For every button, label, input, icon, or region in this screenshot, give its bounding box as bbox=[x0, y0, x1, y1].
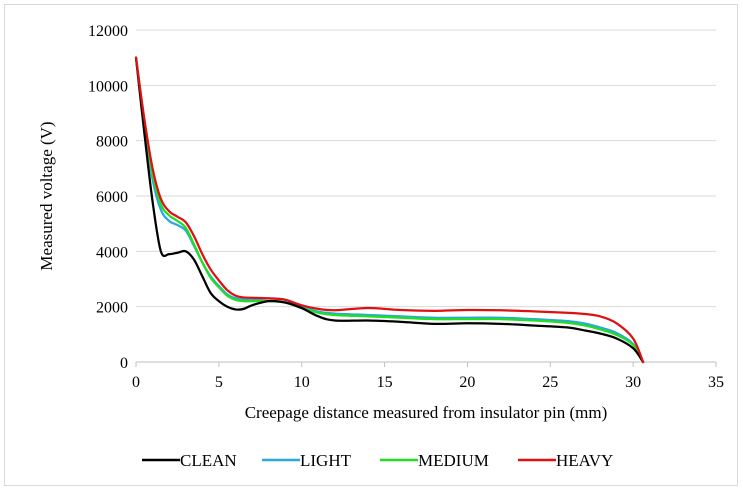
legend: CLEAN LIGHT MEDIUM HEAVY bbox=[142, 451, 613, 470]
y-tick-label: 4000 bbox=[96, 244, 128, 261]
y-tick-label: 12000 bbox=[88, 23, 128, 40]
gridlines bbox=[136, 29, 716, 308]
axes: 0 2000 4000 6000 8000 10000 12000 0 5 10 15 20 25 30 3… bbox=[88, 23, 724, 391]
legend-label-heavy: HEAVY bbox=[556, 451, 613, 470]
x-tick-label: 15 bbox=[377, 374, 393, 391]
series-line-medium bbox=[134, 56, 645, 364]
x-tick-label: 10 bbox=[294, 374, 310, 391]
y-tick-label: 2000 bbox=[96, 300, 128, 317]
x-axis-title: Creepage distance measured from insulato… bbox=[245, 403, 608, 422]
x-tick-label: 5 bbox=[215, 374, 223, 391]
y-tick-label: 6000 bbox=[96, 189, 128, 206]
y-tick-label: 0 bbox=[120, 355, 128, 372]
chart-frame bbox=[4, 4, 738, 486]
y-axis-title: Measured voltage (V) bbox=[37, 121, 56, 270]
y-tick-label: 8000 bbox=[96, 134, 128, 151]
x-tick-label: 30 bbox=[625, 374, 641, 391]
y-tick-label: 10000 bbox=[88, 78, 128, 95]
legend-label-light: LIGHT bbox=[300, 451, 352, 470]
x-tick-label: 25 bbox=[542, 374, 558, 391]
x-tick-label: 35 bbox=[708, 374, 724, 391]
x-tick-label: 0 bbox=[132, 374, 140, 391]
series-lines bbox=[134, 56, 645, 364]
x-tick-label: 20 bbox=[459, 374, 475, 391]
series-line-heavy bbox=[134, 56, 645, 364]
legend-label-medium: MEDIUM bbox=[418, 451, 489, 470]
legend-label-clean: CLEAN bbox=[180, 451, 237, 470]
series-line-clean bbox=[134, 56, 645, 364]
